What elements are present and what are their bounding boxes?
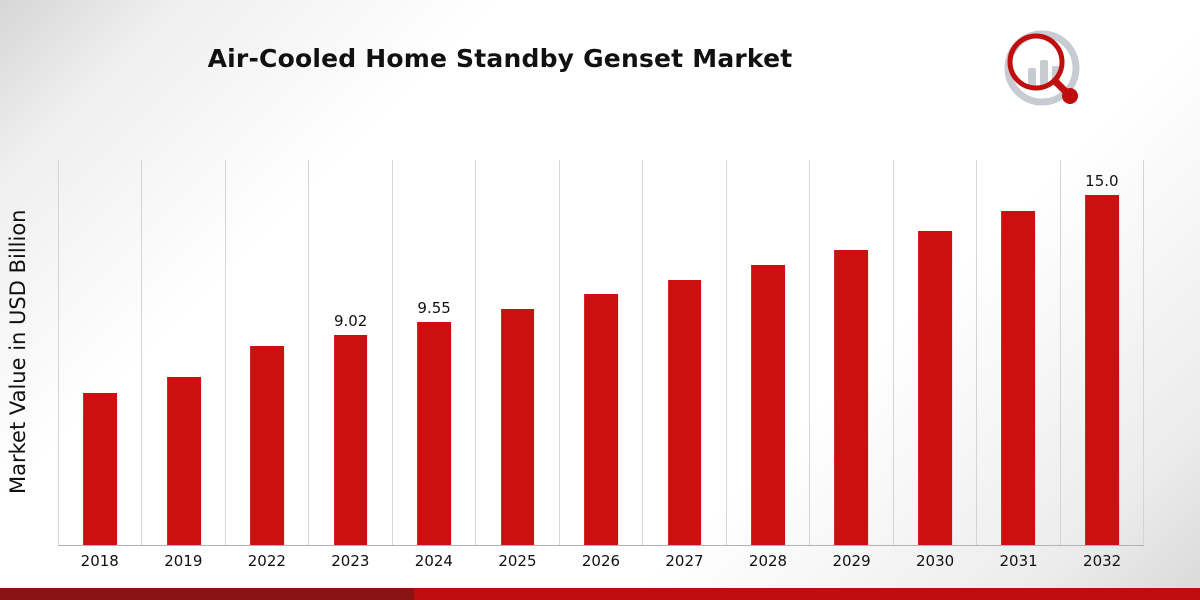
chart-column-2032: 15.0 bbox=[1059, 160, 1145, 545]
bar-2029 bbox=[834, 249, 869, 545]
footer-accent-bar bbox=[0, 588, 1200, 600]
brand-logo bbox=[1000, 26, 1090, 116]
market-research-logo-icon bbox=[1004, 30, 1080, 106]
x-tick-label-2022: 2022 bbox=[247, 552, 286, 570]
bar-2023 bbox=[333, 334, 368, 545]
chart-column-2023: 9.02 bbox=[308, 160, 391, 545]
x-tick-label-2031: 2031 bbox=[999, 552, 1038, 570]
chart-title: Air-Cooled Home Standby Genset Market bbox=[207, 44, 793, 73]
bar-2022 bbox=[250, 345, 285, 545]
bar-value-label-2024: 9.55 bbox=[417, 299, 451, 318]
x-tick-label-2023: 2023 bbox=[331, 552, 370, 570]
x-tick-label-2032: 2032 bbox=[1083, 552, 1122, 570]
chart-column-2024: 9.55 bbox=[391, 160, 475, 545]
bar-2025 bbox=[500, 309, 535, 545]
x-tick-label-2030: 2030 bbox=[915, 552, 955, 570]
x-tick-label-2028: 2028 bbox=[748, 552, 788, 570]
chart-column-2027 bbox=[642, 160, 725, 545]
x-tick-label-2026: 2026 bbox=[581, 552, 621, 570]
x-tick-label-2025: 2025 bbox=[498, 552, 537, 570]
chart-column-2018 bbox=[58, 160, 141, 545]
bar-2028 bbox=[751, 265, 785, 545]
bar-2031 bbox=[1001, 211, 1036, 545]
footer-accent-dark bbox=[0, 588, 414, 600]
bar-2018 bbox=[83, 393, 118, 545]
chart-column-2030 bbox=[892, 160, 976, 545]
bar-2027 bbox=[667, 280, 702, 545]
bar-2032 bbox=[1084, 195, 1119, 545]
bar-2024 bbox=[417, 322, 452, 545]
chart-column-2022 bbox=[224, 160, 308, 545]
y-axis-label: Market Value in USD Billion bbox=[6, 209, 30, 495]
x-axis: 2018 2019 2022 2023 2024 2025 2026 2027 2028 2029… bbox=[58, 552, 1144, 570]
x-tick-label-2024: 2024 bbox=[414, 552, 453, 570]
bar-2019 bbox=[166, 377, 201, 545]
x-tick-label-2029: 2029 bbox=[832, 552, 871, 570]
chart-column-2028 bbox=[725, 160, 809, 545]
bar-value-label-2032: 15.0 bbox=[1085, 172, 1119, 190]
chart-column-2019 bbox=[141, 160, 224, 545]
chart-column-2026 bbox=[558, 160, 642, 545]
plot-area: 9.02 9.55 15.0 bbox=[58, 160, 1145, 546]
bar-2030 bbox=[918, 231, 952, 545]
bar-2026 bbox=[584, 294, 618, 545]
bar-value-label-2023: 9.02 bbox=[333, 311, 368, 330]
chart-column-2025 bbox=[475, 160, 558, 545]
x-tick-label-2018: 2018 bbox=[80, 552, 119, 570]
chart-column-2031 bbox=[976, 160, 1059, 545]
x-tick-label-2027: 2027 bbox=[665, 552, 704, 570]
x-tick-label-2019: 2019 bbox=[164, 552, 203, 570]
chart-column-2029 bbox=[809, 160, 892, 545]
